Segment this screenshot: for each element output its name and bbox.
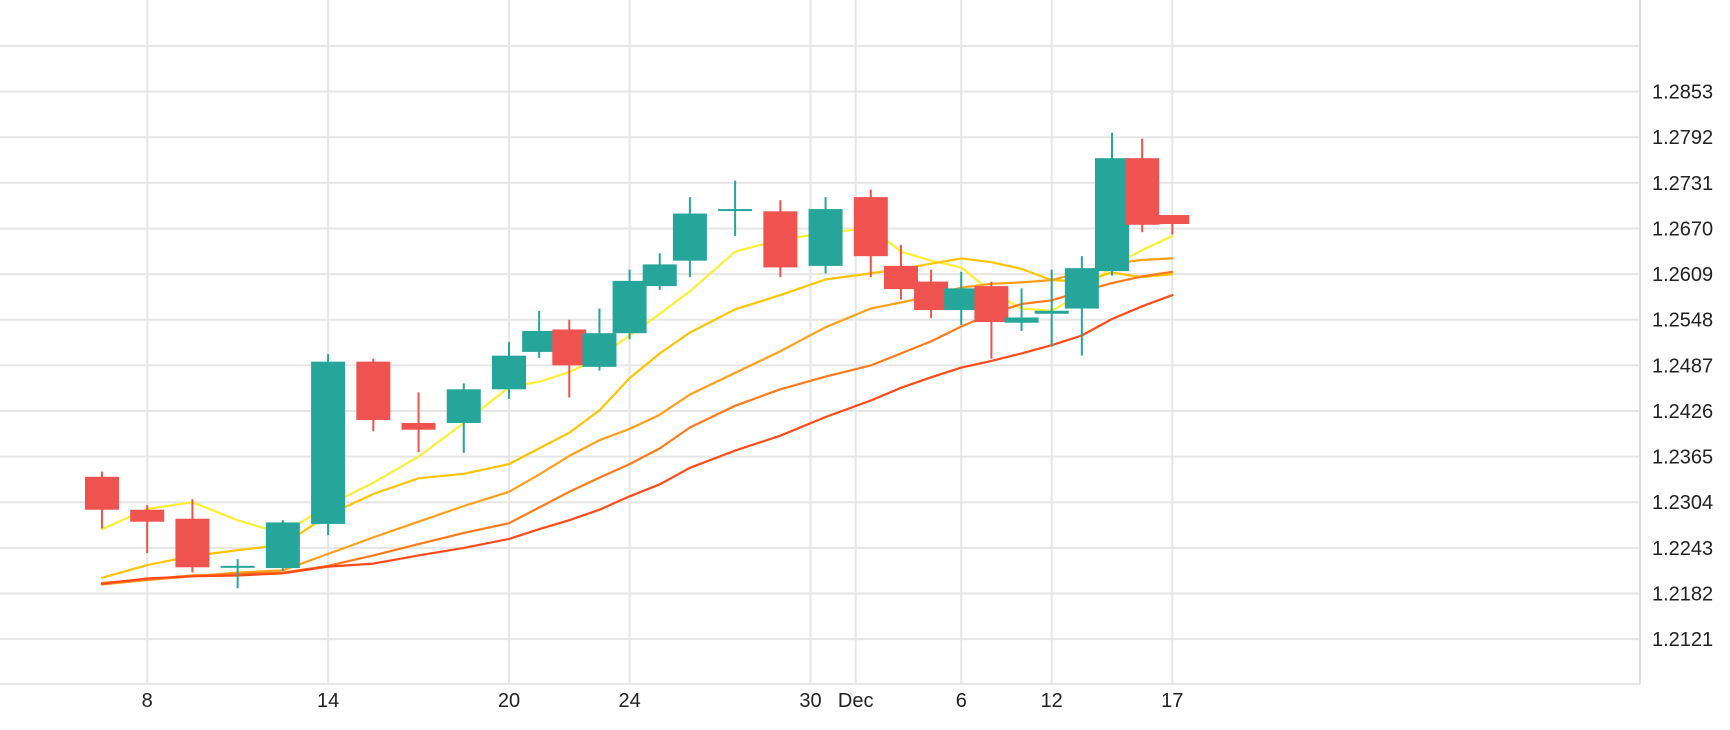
candle-body [883, 265, 918, 290]
x-tick-label: 24 [618, 690, 640, 712]
candle-down [401, 392, 436, 453]
grid-layer [0, 0, 1640, 685]
candle-body [446, 389, 481, 423]
candle-down [883, 244, 918, 300]
candle-up [522, 310, 557, 358]
x-tick-label: 20 [498, 690, 520, 712]
y-tick-label: 1.2182 [1652, 583, 1713, 605]
candle-down [1125, 138, 1160, 233]
candle-body [718, 209, 753, 212]
x-tick-label: 8 [142, 690, 153, 712]
x-tick-label: 6 [956, 690, 967, 712]
y-tick-label: 1.2731 [1652, 173, 1713, 195]
candle-body [552, 329, 587, 366]
candle-up [672, 197, 707, 278]
y-tick-label: 1.2853 [1652, 82, 1713, 104]
x-tick-label: 17 [1161, 690, 1183, 712]
x-tick-label: 14 [317, 690, 339, 712]
candle-body [311, 361, 346, 524]
axis-layer: 1.2121 1.2182 1.2243 1.2304 1.2365 1.2426 1.24… [142, 0, 1713, 712]
candle-up [582, 308, 617, 371]
y-tick-label: 1.2243 [1652, 538, 1713, 560]
candle-down [914, 269, 949, 319]
candle-body [944, 288, 979, 311]
candle-up [311, 354, 346, 536]
y-tick-label: 1.2609 [1652, 264, 1713, 286]
moving-average-line-5 [100, 294, 1174, 585]
y-tick-label: 1.2792 [1652, 127, 1713, 149]
candle-up [1004, 288, 1039, 331]
candle-down [763, 200, 798, 278]
candle-body [522, 330, 557, 352]
candle-down [1155, 215, 1190, 235]
candle-body [763, 211, 798, 268]
y-tick-label: 1.2548 [1652, 310, 1713, 332]
candle-down [175, 499, 210, 573]
candle-body [492, 355, 526, 390]
candle-body [974, 286, 1009, 322]
candle-down [84, 471, 119, 529]
candle-body [401, 422, 436, 430]
y-tick-label: 1.2304 [1652, 492, 1713, 514]
candle-body [265, 522, 300, 569]
candle-body [1095, 158, 1129, 272]
y-tick-label: 1.2670 [1652, 218, 1713, 240]
candle-up [265, 520, 300, 572]
candle-layer [84, 132, 1190, 589]
candle-down [552, 319, 587, 398]
candle-up [642, 253, 677, 290]
candle-body [84, 476, 119, 510]
candle-body [1034, 310, 1069, 314]
candle-up [492, 342, 526, 400]
y-tick-label: 1.2365 [1652, 447, 1713, 469]
candle-body [130, 509, 165, 522]
candle-up [612, 269, 647, 340]
x-tick-label: 12 [1041, 690, 1063, 712]
y-tick-label: 1.2487 [1652, 355, 1713, 377]
candle-up [718, 180, 753, 236]
y-tick-label: 1.2426 [1652, 401, 1713, 423]
candle-up [1095, 132, 1129, 276]
candle-body [582, 333, 617, 367]
candle-body [808, 209, 843, 266]
candle-body [642, 264, 677, 287]
candle-up [446, 383, 481, 453]
x-tick-label: 30 [799, 690, 821, 712]
x-tick-label: Dec [838, 690, 874, 712]
candle-body [220, 565, 255, 568]
candle-body [356, 361, 391, 420]
candle-down [974, 281, 1009, 359]
candle-body [1004, 317, 1039, 323]
candle-body [612, 280, 647, 334]
candle-up [1064, 256, 1099, 356]
candle-body [1155, 215, 1190, 225]
moving-average-line-3 [100, 257, 1174, 586]
candle-body [1125, 158, 1160, 225]
candle-down [356, 358, 391, 432]
candle-down [130, 505, 165, 554]
candle-body [1064, 268, 1099, 309]
candle-up [944, 271, 979, 325]
candle-up [1034, 269, 1069, 347]
candle-up [220, 559, 255, 589]
candle-body [672, 213, 707, 261]
candle-body [914, 281, 949, 311]
candle-body [175, 518, 210, 568]
candle-body [853, 197, 888, 257]
candle-up [808, 197, 843, 274]
candle-down [853, 189, 888, 278]
y-tick-label: 1.2121 [1652, 629, 1713, 651]
